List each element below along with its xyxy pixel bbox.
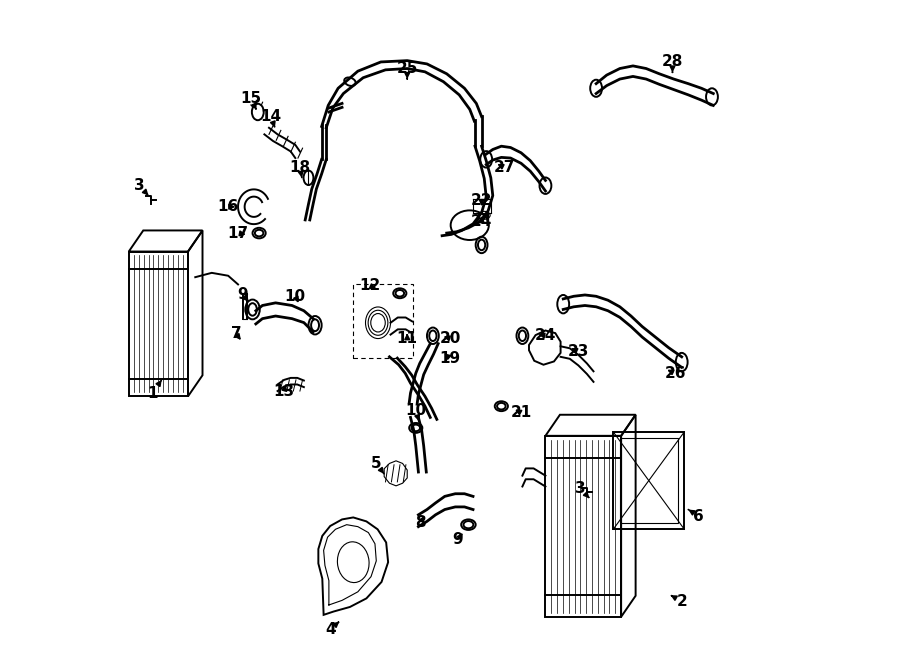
Text: 1: 1	[148, 381, 161, 401]
Text: 22: 22	[471, 192, 492, 208]
Text: 24: 24	[535, 329, 556, 343]
Text: 14: 14	[260, 109, 282, 127]
Text: 8: 8	[415, 515, 426, 530]
Text: 26: 26	[664, 366, 686, 381]
Text: 17: 17	[228, 225, 248, 241]
Text: 15: 15	[240, 91, 262, 109]
Text: 18: 18	[290, 160, 310, 178]
Text: 19: 19	[439, 350, 461, 366]
Text: 5: 5	[371, 456, 384, 474]
Text: 20: 20	[439, 331, 461, 346]
Text: 25: 25	[397, 61, 418, 79]
Text: 9: 9	[238, 287, 248, 302]
Text: 10: 10	[405, 403, 427, 421]
Text: 23: 23	[568, 344, 589, 359]
Text: 27: 27	[493, 160, 515, 175]
Text: 11: 11	[397, 331, 418, 346]
Text: 16: 16	[217, 199, 239, 214]
Text: 4: 4	[325, 622, 338, 637]
Text: 3: 3	[575, 481, 589, 498]
Text: 3: 3	[134, 178, 148, 194]
Text: 9: 9	[453, 532, 464, 547]
Text: 2: 2	[671, 594, 688, 609]
Text: 24: 24	[471, 214, 492, 229]
Text: 13: 13	[274, 383, 294, 399]
Text: 12: 12	[359, 278, 381, 293]
Text: 28: 28	[662, 54, 683, 72]
Text: 6: 6	[688, 508, 704, 524]
Text: 10: 10	[284, 289, 306, 304]
Text: 21: 21	[510, 405, 532, 420]
Text: 7: 7	[230, 327, 241, 341]
